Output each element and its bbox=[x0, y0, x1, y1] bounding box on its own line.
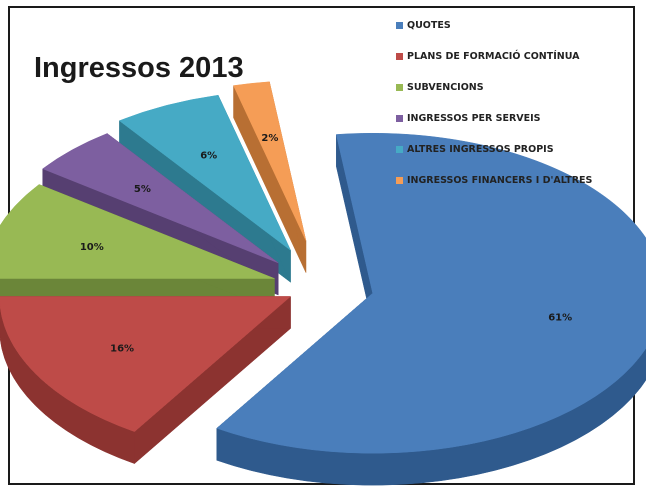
slice-top bbox=[118, 94, 291, 251]
legend-label: PLANS DE FORMACIÓ CONTÍNUA bbox=[407, 51, 580, 62]
legend-item-altres-ingressos: ALTRES INGRESSOS PROPIS bbox=[396, 144, 592, 175]
slice-top bbox=[233, 81, 307, 241]
slice-value-label: 5% bbox=[134, 184, 151, 195]
legend-item-subvencions: SUBVENCIONS bbox=[396, 82, 592, 113]
legend-swatch bbox=[396, 146, 403, 153]
legend-label: ALTRES INGRESSOS PROPIS bbox=[407, 144, 554, 155]
legend-swatch bbox=[396, 22, 403, 29]
pie-slice: 16% bbox=[0, 295, 292, 465]
legend-item-plans-formacio: PLANS DE FORMACIÓ CONTÍNUA bbox=[396, 51, 592, 82]
slice-value-label: 61% bbox=[548, 312, 572, 323]
slice-value-label: 10% bbox=[80, 242, 104, 253]
legend-item-ingressos-financers: INGRESSOS FINANCERS I D'ALTRES bbox=[396, 175, 592, 206]
legend-label: INGRESSOS PER SERVEIS bbox=[407, 113, 541, 124]
slice-top bbox=[216, 133, 646, 454]
legend-item-quotes: QUOTES bbox=[396, 20, 592, 51]
pie-slice: 61% bbox=[216, 133, 646, 486]
legend-label: SUBVENCIONS bbox=[407, 82, 484, 93]
legend-swatch bbox=[396, 84, 403, 91]
slice-top bbox=[42, 133, 279, 264]
slice-value-label: 6% bbox=[200, 151, 217, 162]
slice-value-label: 16% bbox=[110, 343, 134, 354]
slice-value-label: 2% bbox=[261, 133, 278, 144]
legend-label: INGRESSOS FINANCERS I D'ALTRES bbox=[407, 175, 593, 186]
legend-swatch bbox=[396, 115, 403, 122]
legend-label: QUOTES bbox=[407, 20, 451, 31]
slice-top bbox=[0, 184, 275, 279]
chart-title: Ingressos 2013 bbox=[34, 52, 244, 84]
legend-item-ingressos-serveis: INGRESSOS PER SERVEIS bbox=[396, 113, 592, 144]
slice-top bbox=[0, 296, 292, 432]
legend: QUOTES PLANS DE FORMACIÓ CONTÍNUA SUBVEN… bbox=[396, 20, 592, 206]
pie-slice: 2% bbox=[233, 81, 307, 273]
legend-swatch bbox=[396, 53, 403, 60]
legend-swatch bbox=[396, 177, 403, 184]
